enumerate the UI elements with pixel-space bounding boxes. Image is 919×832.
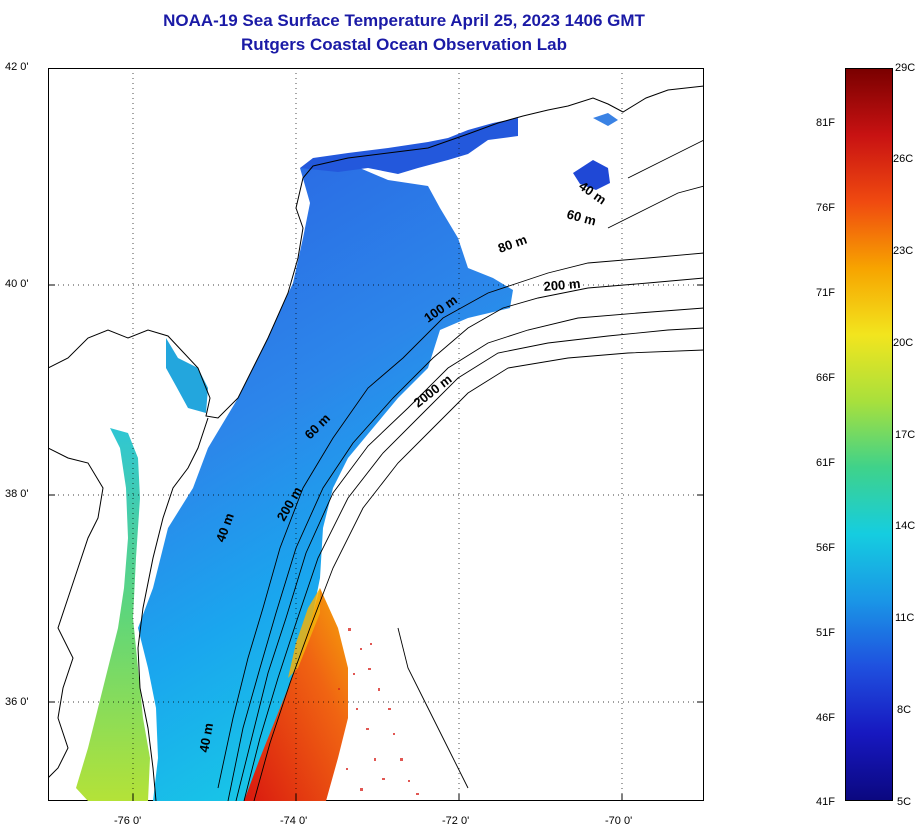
cbar-f-51: 51F [816, 627, 835, 639]
cbar-f-56: 56F [816, 542, 835, 554]
colorbar [845, 68, 893, 801]
lat-lon-grid [48, 68, 704, 801]
cbar-f-46: 46F [816, 712, 835, 724]
colorbar-gradient [846, 69, 892, 800]
cbar-f-41: 41F [816, 796, 835, 808]
lon-label-74: -74 0' [280, 815, 308, 827]
coastline-chesapeake-west [48, 447, 104, 779]
coastline [48, 85, 704, 419]
cbar-f-76: 76F [816, 202, 835, 214]
sst-field-warm [244, 588, 348, 801]
map-title: NOAA-19 Sea Surface Temperature April 25… [163, 11, 645, 30]
lon-label-76: -76 0' [114, 815, 142, 827]
sst-field-gulfstream-edge [288, 588, 320, 678]
cbar-f-81: 81F [816, 117, 835, 129]
contour-label-60m-north: 60 m [565, 206, 598, 228]
sst-patch-ma [593, 113, 618, 126]
sst-scatter [338, 628, 419, 795]
sst-map: 40 m 60 m 80 m 200 m 100 m 2000 m 60 m 2… [48, 68, 704, 801]
lat-label-36: 36 0' [5, 696, 29, 708]
contour-label-40m-south: 40 m [196, 722, 216, 754]
cbar-f-61: 61F [816, 457, 835, 469]
cbar-c-14: 14C [895, 520, 916, 532]
lat-label-42: 42 0' [5, 61, 29, 73]
axis-ticks [48, 284, 704, 801]
cbar-c-23: 23C [893, 245, 914, 257]
sst-patch-ne [573, 160, 610, 190]
lat-label-38: 38 0' [5, 488, 29, 500]
coastline-delmarva [137, 417, 209, 801]
cbar-f-66: 66F [816, 372, 835, 384]
lon-label-70: -70 0' [605, 815, 633, 827]
cbar-c-11: 11C [895, 612, 915, 624]
cbar-c-17: 17C [895, 429, 916, 441]
sst-field-cold [138, 163, 513, 801]
bathymetry-contours [217, 139, 704, 801]
lon-label-72: -72 0' [442, 815, 470, 827]
sst-delaware [166, 338, 208, 413]
cbar-c-20: 20C [893, 337, 914, 349]
cbar-f-71: 71F [816, 287, 835, 299]
cbar-c-26: 26C [893, 153, 914, 165]
sst-field-north [300, 118, 518, 174]
cbar-c-5: 5C [897, 796, 912, 808]
cbar-c-29: 29C [895, 62, 916, 74]
sst-chesapeake [76, 428, 150, 801]
lat-label-40: 40 0' [5, 278, 29, 290]
cbar-c-8: 8C [897, 704, 912, 716]
contour-label-200m-north: 200 m [543, 276, 581, 294]
map-subtitle: Rutgers Coastal Ocean Observation Lab [241, 35, 567, 54]
